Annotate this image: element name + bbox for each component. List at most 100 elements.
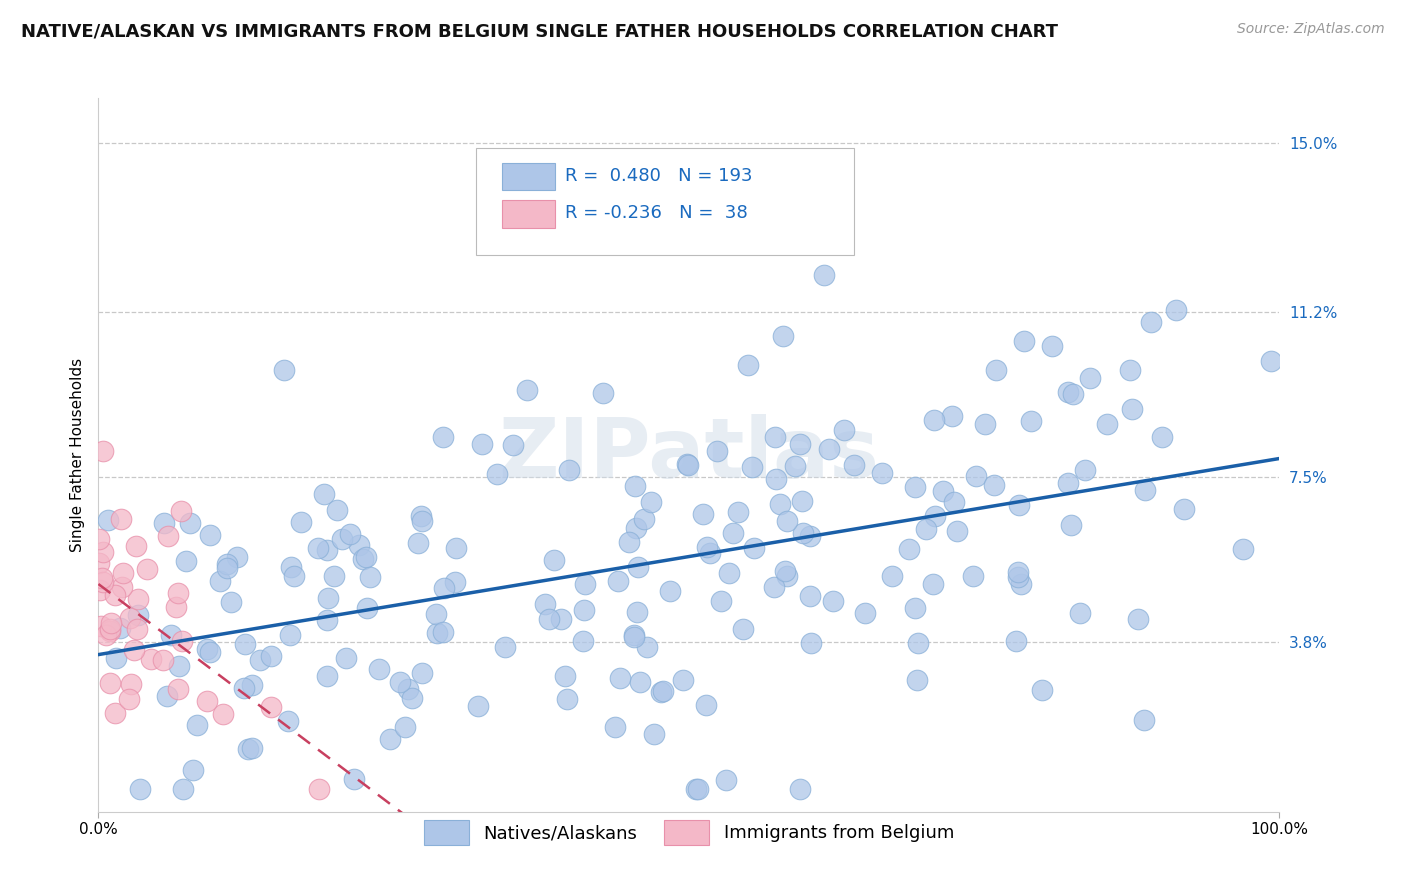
Point — [160, 628, 183, 642]
Point — [1164, 303, 1187, 318]
Point — [1007, 565, 1029, 579]
Point — [1031, 682, 1053, 697]
Point — [1080, 371, 1102, 385]
Point — [111, 581, 134, 595]
Point — [260, 649, 283, 664]
Point — [444, 541, 467, 555]
Point — [401, 690, 423, 705]
Point — [368, 662, 391, 676]
Point — [650, 685, 672, 699]
Point — [411, 514, 433, 528]
Point — [91, 545, 114, 559]
Point — [238, 742, 260, 756]
Point — [167, 659, 190, 673]
Text: ZIPatlas: ZIPatlas — [499, 415, 879, 495]
Point — [290, 515, 312, 529]
Point — [672, 673, 695, 688]
Point — [170, 634, 193, 648]
Point — [983, 478, 1005, 492]
Point — [396, 682, 419, 697]
Point — [706, 443, 728, 458]
Point — [89, 583, 111, 598]
Point — [471, 437, 494, 451]
Point — [962, 569, 984, 583]
FancyBboxPatch shape — [502, 162, 555, 191]
Point — [112, 566, 135, 580]
Point — [515, 384, 537, 398]
Point — [315, 542, 337, 557]
Point — [312, 487, 335, 501]
Point — [1119, 363, 1142, 377]
Point — [636, 640, 658, 654]
Point — [165, 599, 187, 614]
Point — [195, 694, 218, 708]
Point — [769, 497, 792, 511]
Point — [118, 611, 141, 625]
Point — [737, 359, 759, 373]
Point — [903, 601, 925, 615]
Point — [90, 619, 112, 633]
Point — [127, 608, 149, 623]
Point — [170, 504, 193, 518]
Point — [897, 542, 920, 557]
Point — [283, 568, 305, 582]
Point — [118, 691, 141, 706]
Point — [316, 591, 339, 605]
Point — [200, 645, 222, 659]
Point — [685, 781, 707, 796]
Point — [335, 651, 357, 665]
Point — [356, 601, 378, 615]
Point — [853, 606, 876, 620]
Point — [922, 577, 945, 591]
Point — [676, 458, 699, 472]
Point — [354, 549, 377, 564]
FancyBboxPatch shape — [477, 148, 855, 255]
Point — [773, 564, 796, 578]
Point — [104, 588, 127, 602]
Point — [834, 423, 856, 437]
Point — [772, 328, 794, 343]
Point — [105, 651, 128, 665]
Point — [233, 637, 256, 651]
Point — [741, 459, 763, 474]
Point — [125, 622, 148, 636]
Point — [789, 437, 811, 451]
Point — [965, 468, 987, 483]
Point — [128, 782, 150, 797]
Point — [907, 635, 929, 649]
Point — [91, 574, 114, 589]
Point — [592, 386, 614, 401]
Point — [316, 669, 339, 683]
Point — [467, 699, 489, 714]
Point — [91, 444, 114, 458]
Point — [606, 574, 628, 588]
Point — [307, 541, 329, 555]
Point — [108, 621, 131, 635]
Point — [432, 625, 454, 640]
Point — [842, 458, 865, 473]
Point — [176, 554, 198, 568]
Point — [1057, 475, 1080, 490]
Point — [1232, 541, 1254, 556]
Point — [1152, 430, 1174, 444]
Legend: Natives/Alaskans, Immigrants from Belgium: Natives/Alaskans, Immigrants from Belgiu… — [416, 813, 962, 853]
Point — [628, 674, 651, 689]
Point — [110, 512, 132, 526]
Point — [260, 699, 283, 714]
Point — [502, 438, 524, 452]
Point — [212, 707, 235, 722]
Point — [1062, 386, 1084, 401]
Point — [240, 741, 263, 756]
Point — [1121, 401, 1143, 416]
Point — [233, 681, 256, 695]
Point — [139, 652, 162, 666]
Point — [179, 516, 201, 531]
Point — [352, 551, 374, 566]
Point — [623, 478, 645, 492]
Point — [800, 636, 823, 650]
Point — [100, 615, 122, 630]
Point — [640, 495, 662, 509]
Point — [924, 508, 946, 523]
Point — [406, 535, 429, 549]
Point — [872, 467, 894, 481]
